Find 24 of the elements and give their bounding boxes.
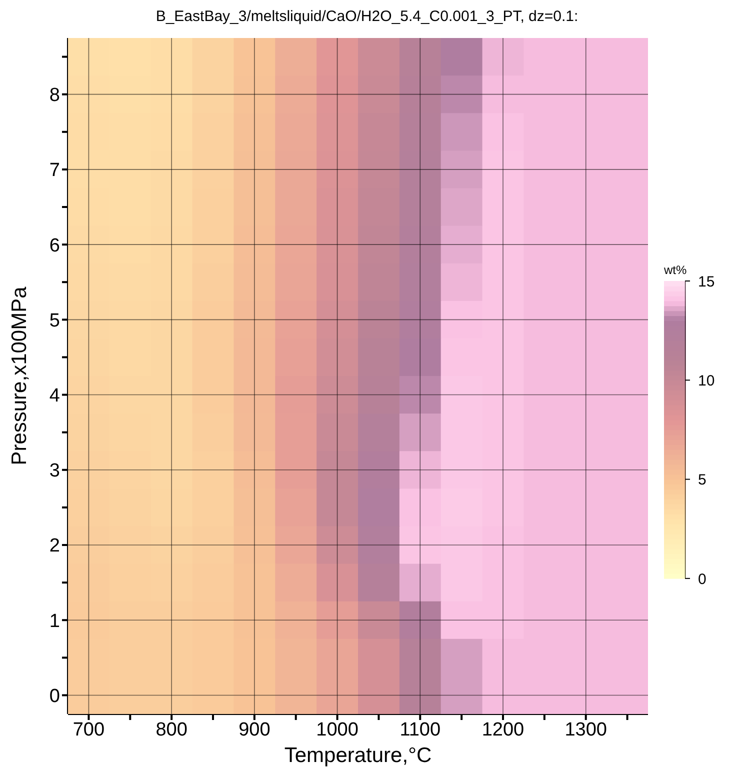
- x-tick-label: 900: [238, 719, 270, 740]
- y-tick-label: 0: [49, 686, 60, 707]
- y-tick-label: 6: [49, 235, 60, 256]
- y-tick-label: 8: [49, 85, 60, 106]
- color-bar-title: wt%: [664, 263, 687, 278]
- color-bar-label: 10: [698, 372, 715, 390]
- color-bar-label: 0: [698, 571, 706, 588]
- x-tick-label: 700: [72, 719, 105, 740]
- x-tick-label: 1100: [400, 719, 441, 740]
- color-bar-label: 15: [698, 274, 715, 291]
- x-tick-label: 800: [156, 719, 188, 740]
- x-axis-title: Temperature,°C: [284, 744, 432, 767]
- x-tick-label: 1200: [482, 719, 524, 740]
- x-tick-label: 1000: [316, 719, 358, 740]
- y-tick-label: 5: [49, 310, 60, 332]
- y-tick-label: 1: [49, 610, 60, 632]
- color-bar-label: 5: [698, 472, 706, 489]
- y-tick-label: 3: [49, 460, 60, 482]
- chart-title: B_EastBay_3/meltsliquid/CaO/H2O_5.4_C0.001_3_PT, dz=0.1:: [154, 8, 580, 25]
- y-axis-title: Pressure,x100MPa: [8, 286, 31, 466]
- x-tick-label: 1300: [564, 719, 607, 740]
- y-tick-label: 7: [49, 160, 60, 182]
- y-tick-label: 2: [49, 536, 60, 557]
- y-tick-label: 4: [49, 386, 60, 407]
